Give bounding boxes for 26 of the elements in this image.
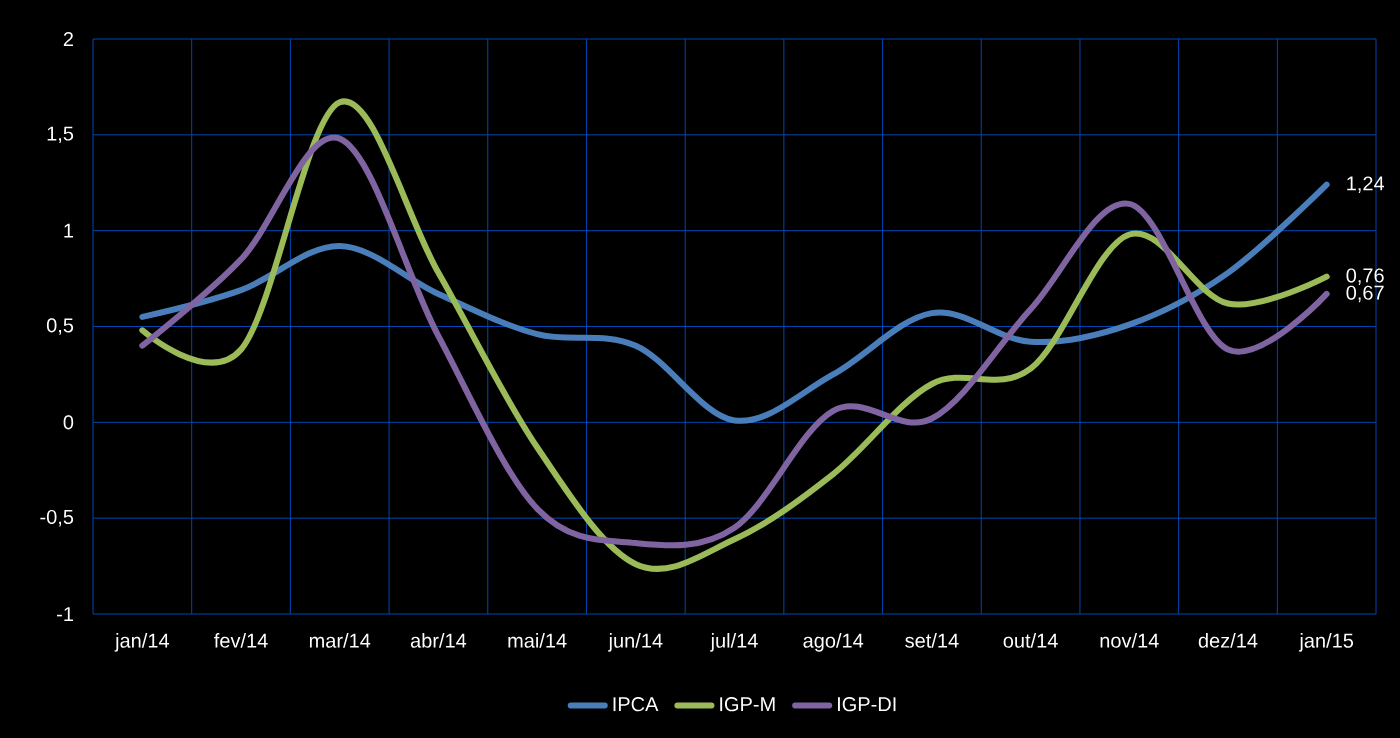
- legend-label: IGP-DI: [838, 697, 896, 712]
- x-tick-label: jun/14: [608, 633, 663, 652]
- legend-label: IPCA: [613, 697, 659, 712]
- x-tick-label: jan/15: [1298, 633, 1354, 652]
- y-tick-label: 0,5: [46, 318, 74, 335]
- x-tick-label: abr/14: [410, 633, 467, 648]
- x-tick-label: out/14: [1003, 633, 1058, 648]
- x-tick-label: set/14: [905, 633, 959, 648]
- y-tick-label: 0: [63, 415, 74, 430]
- y-tick-label: 1,5: [47, 126, 74, 143]
- x-tick-label: dez/14: [1198, 633, 1258, 648]
- legend-label: IGP-M: [720, 697, 775, 712]
- x-tick-label: jul/14: [710, 633, 758, 652]
- data-label: 0,76: [1346, 268, 1384, 285]
- data-label: 1,24: [1347, 176, 1385, 193]
- x-tick-label: mar/14: [309, 633, 371, 648]
- y-tick-label: -1: [57, 607, 73, 621]
- y-tick-label: -0,5: [40, 509, 74, 527]
- x-tick-label: nov/14: [1100, 633, 1159, 648]
- y-tick-label: 2: [63, 32, 73, 46]
- y-tick-label: 1: [64, 223, 73, 238]
- x-tick-label: jan/14: [114, 633, 169, 652]
- x-tick-label: mai/14: [508, 633, 567, 648]
- x-tick-label: fev/14: [214, 633, 268, 648]
- data-label: 0,67: [1346, 285, 1384, 303]
- x-tick-label: ago/14: [803, 633, 864, 652]
